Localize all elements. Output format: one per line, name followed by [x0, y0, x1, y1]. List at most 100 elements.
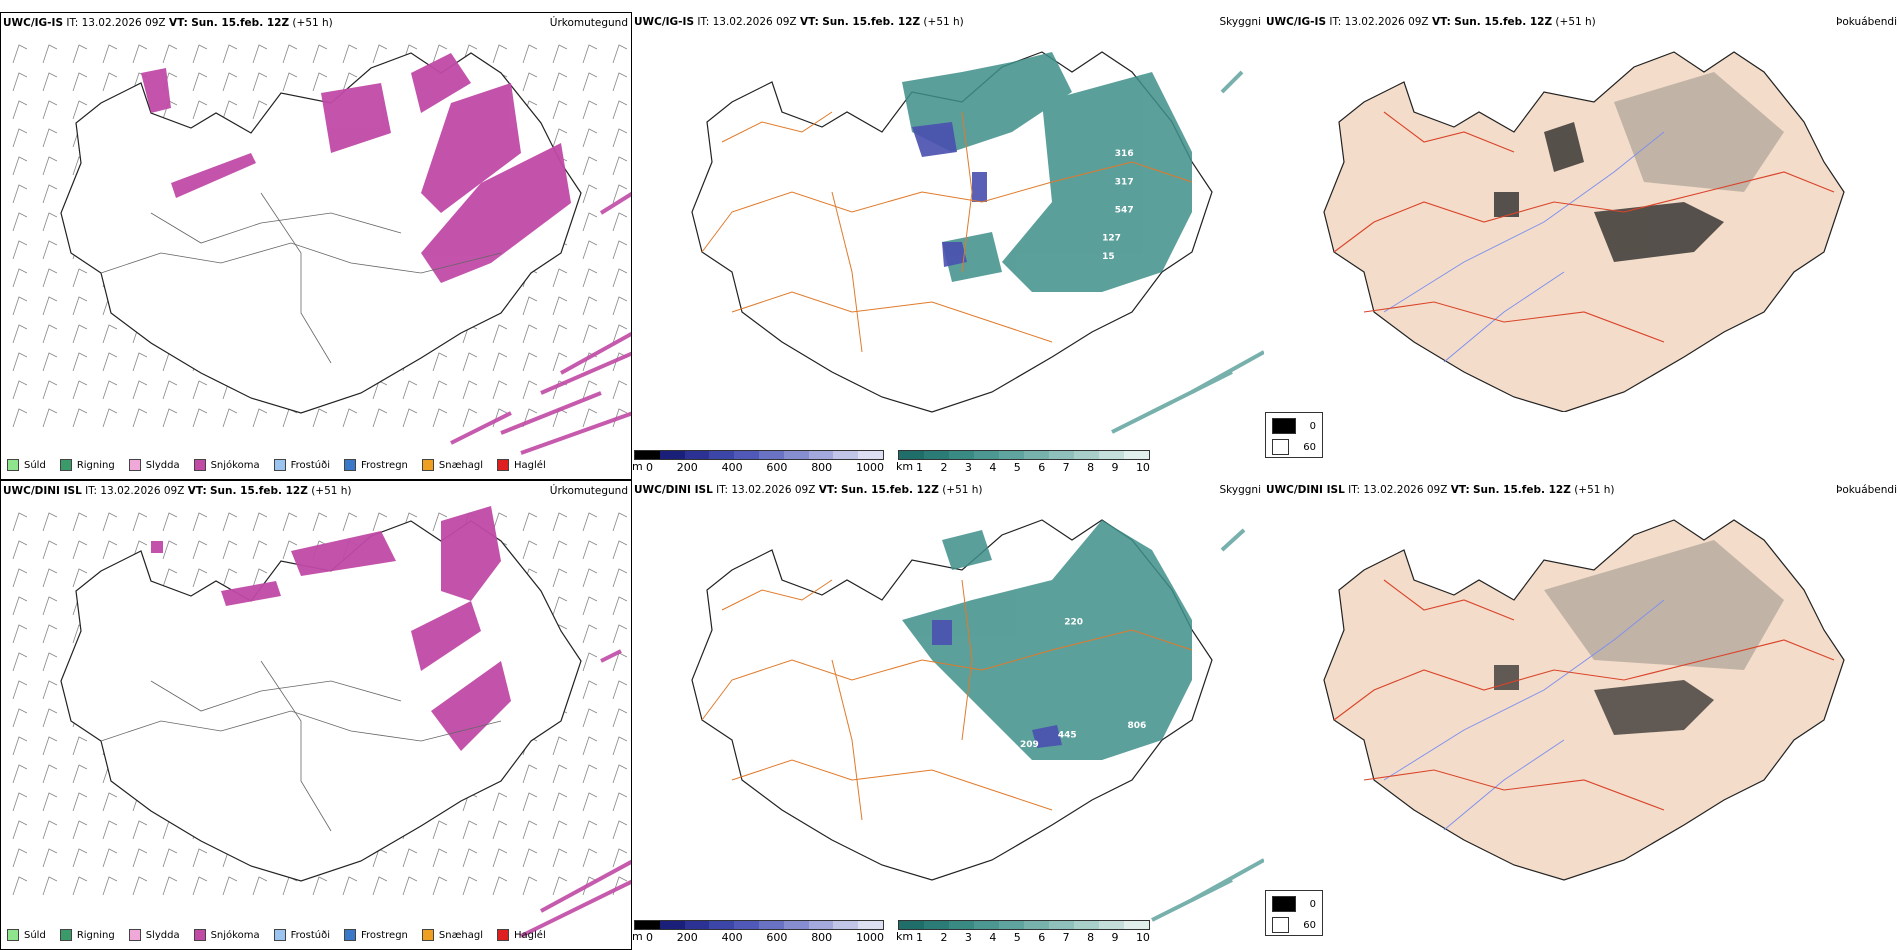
wind-barb: [222, 72, 238, 92]
wind-barb: [72, 100, 88, 120]
cloud-base-label: 53: [881, 890, 894, 900]
wind-barb: [132, 848, 148, 868]
wind-barb: [72, 764, 88, 784]
wind-barb: [192, 512, 208, 532]
wind-barb: [42, 128, 58, 148]
colorbar-m-swatch: [808, 921, 834, 929]
wind-barb: [432, 44, 448, 64]
wind-barb: [102, 44, 118, 64]
wind-barb: [612, 792, 628, 812]
colorbar-km-swatch: [1124, 921, 1149, 929]
fog-legend-swatch: [1272, 917, 1290, 933]
cloud-base-label: 220: [1064, 618, 1083, 628]
wind-barb: [222, 876, 238, 896]
wind-barb: [42, 44, 58, 64]
legend-item: Rigning: [59, 459, 115, 471]
wind-barb: [72, 540, 88, 560]
legend-item: Frostúði: [273, 929, 330, 941]
colorbar-km-swatch: [974, 451, 999, 459]
wind-barb: [162, 408, 178, 428]
wind-barb: [612, 240, 628, 260]
wind-barb: [162, 540, 178, 560]
wind-barb: [12, 72, 28, 92]
wind-barb: [42, 156, 58, 176]
wind-barb: [522, 408, 538, 428]
wind-barb: [72, 72, 88, 92]
legend-item: Frostregn: [344, 459, 408, 471]
cloud-areas: [902, 520, 1192, 760]
colorbar-km-swatch: [899, 921, 924, 929]
legend-item: Snæhagl: [421, 929, 483, 941]
fog-map: [1323, 519, 1845, 881]
wind-barb: [42, 184, 58, 204]
wind-barb: [102, 848, 118, 868]
wind-barb: [492, 324, 508, 344]
wind-barb: [492, 792, 508, 812]
header-row1-cloud: UWC/IG-IS IT: 13.02.2026 09Z VT: Sun. 15…: [634, 16, 964, 28]
wind-barb: [102, 380, 118, 400]
fog-grey-patches: [1544, 540, 1784, 670]
colorbar-unit-km: km: [896, 460, 914, 473]
fog-panel-row1: UWC/IG-IS IT: 13.02.2026 09Z VT: Sun. 15…: [1264, 12, 1900, 412]
wind-barb: [12, 624, 28, 644]
wind-barb: [12, 680, 28, 700]
wind-barb: [522, 296, 538, 316]
colorbar-km-ticks: 1 2 3 4 5 6 7 8 9 10: [916, 931, 1150, 944]
wind-barb: [552, 352, 568, 372]
wind-barb: [462, 848, 478, 868]
wind-barb: [42, 324, 58, 344]
wind-barb: [192, 380, 208, 400]
legend-swatch: [7, 459, 19, 471]
wind-barb: [12, 876, 28, 896]
wind-barb: [192, 876, 208, 896]
colorbar-km-swatch: [924, 451, 949, 459]
wind-barb: [12, 848, 28, 868]
wind-barb: [42, 876, 58, 896]
wind-barb: [72, 352, 88, 372]
legend-swatch: [497, 459, 510, 471]
wind-barb: [612, 820, 628, 840]
header-row2-precip: UWC/DINI ISL IT: 13.02.2026 09Z VT: Sun.…: [3, 485, 352, 497]
wind-barb: [432, 408, 448, 428]
colorbar-unit-km: km: [896, 930, 914, 943]
legend-item: Rigning: [59, 929, 115, 941]
colorbar-km-swatch: [1049, 921, 1074, 929]
cloud-base-label: 547: [1115, 205, 1134, 215]
wind-barb: [312, 876, 328, 896]
wind-barb: [162, 876, 178, 896]
wind-barb: [12, 408, 28, 428]
wind-barb: [102, 792, 118, 812]
wind-barb: [282, 512, 298, 532]
wind-barb: [102, 408, 118, 428]
colorbar-m-swatch: [635, 921, 660, 929]
wind-barb: [522, 324, 538, 344]
wind-barb: [492, 44, 508, 64]
legend-swatch: [193, 459, 206, 471]
fog-map: [1323, 51, 1845, 412]
colorbar-m-swatch: [734, 451, 759, 459]
colorbar-km-swatch: [899, 451, 924, 459]
wind-barb: [12, 212, 28, 232]
legend-swatch: [128, 459, 141, 471]
wind-barb: [72, 512, 88, 532]
wind-barb: [372, 512, 388, 532]
wind-barb: [612, 764, 628, 784]
wind-barb: [612, 680, 628, 700]
wind-barb: [492, 848, 508, 868]
colorbar-m-swatch: [783, 921, 809, 929]
wind-barb: [582, 652, 598, 672]
wind-barb: [12, 128, 28, 148]
roads: [100, 660, 502, 832]
fog-legend-item: 60: [1272, 917, 1316, 933]
legend-item: Frostregn: [344, 929, 408, 941]
wind-barb: [192, 540, 208, 560]
legend-item: Snjókoma: [193, 929, 260, 941]
colorbar-km: km 1 2 3 4 5 6 7 8 9 10: [896, 920, 1150, 944]
wind-barb: [522, 792, 538, 812]
wind-barb: [432, 380, 448, 400]
colorbar-m-bar: [634, 450, 884, 460]
wind-barb: [42, 380, 58, 400]
wind-barb: [42, 596, 58, 616]
wind-barb: [12, 240, 28, 260]
iceland-land: [1323, 519, 1845, 881]
